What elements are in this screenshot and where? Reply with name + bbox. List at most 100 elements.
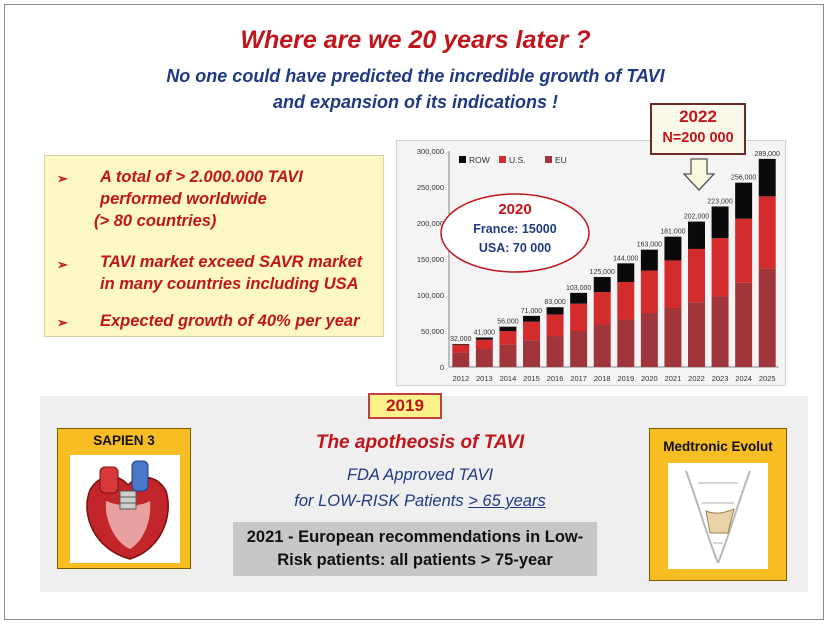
bar-total-label: 41,000	[474, 329, 496, 336]
tag-2019: 2019	[368, 393, 442, 419]
euro-line-1: 2021 - European recommendations in Low-	[246, 528, 584, 546]
bar-segment-eu	[758, 268, 776, 367]
y-tick-label: 100,000	[417, 291, 444, 300]
x-tick-label: 2017	[570, 374, 587, 383]
legend-swatch	[499, 156, 506, 163]
bar-total-label: 202,000	[684, 214, 709, 221]
bar-total-label: 163,000	[637, 242, 662, 249]
y-tick-label: 150,000	[417, 255, 444, 264]
y-tick-label: 250,000	[417, 183, 444, 192]
european-recommendations-box: 2021 - European recommendations in Low- …	[233, 522, 597, 576]
bar-segment-eu	[711, 296, 729, 367]
bar-total-label: 125,000	[590, 269, 615, 276]
bar-segment-row	[617, 263, 635, 283]
subtitle-line-1: No one could have predicted the incredib…	[166, 66, 665, 86]
bar-segment-eu	[640, 313, 658, 367]
legend-label: ROW	[469, 155, 490, 165]
bar-total-label: 181,000	[660, 229, 685, 236]
oval-2020-year: 2020	[498, 201, 531, 218]
evolut-valve-illustration	[668, 463, 768, 569]
bar-segment-eu	[546, 336, 564, 367]
bullet-arrow-icon: ➢	[57, 171, 68, 186]
bar-segment-eu	[593, 324, 611, 367]
bar-segment-eu	[570, 331, 588, 367]
bullet-2-line-1: TAVI market exceed SAVR market	[100, 253, 363, 271]
bar-segment-us	[546, 314, 564, 337]
bar-segment-row	[688, 221, 705, 249]
callout-2022-value: N=200 000	[662, 130, 734, 146]
bullet-3-line-1: Expected growth of 40% per year	[100, 312, 360, 330]
x-tick-label: 2012	[452, 374, 469, 383]
legend-swatch	[545, 156, 552, 163]
bar-segment-eu	[475, 349, 493, 367]
bar-total-label: 144,000	[613, 255, 638, 262]
apotheosis-heading: The apotheosis of TAVI	[315, 432, 525, 453]
bar-segment-us	[523, 321, 540, 341]
y-tick-label: 50,000	[421, 327, 444, 336]
bar-segment-us	[688, 248, 705, 303]
x-tick-label: 2015	[523, 374, 540, 383]
medtronic-evolut-label: Medtronic Evolut	[663, 439, 773, 454]
bar-segment-row	[640, 249, 658, 271]
medtronic-evolut-card: Medtronic Evolut	[649, 428, 787, 581]
bar-segment-us	[711, 238, 729, 297]
y-tick-label: 0	[440, 363, 444, 372]
bullet-1-line-1: A total of > 2.000.000 TAVI	[100, 168, 303, 186]
bar-total-label: 56,000	[497, 319, 519, 326]
oval-2020-usa: USA: 70 000	[479, 241, 551, 255]
bullet-2-line-2: in many countries including USA	[100, 275, 359, 293]
callout-2022-year: 2022	[679, 107, 717, 126]
sapien-3-card: SAPIEN 3	[57, 428, 191, 569]
bar-segment-us	[640, 270, 658, 313]
slide-title: Where are we 20 years later ?	[240, 26, 591, 54]
bar-segment-us	[475, 339, 493, 349]
x-tick-label: 2020	[641, 374, 658, 383]
bar-segment-row	[593, 277, 611, 293]
bullet-arrow-icon: ➢	[57, 257, 68, 272]
bar-segment-row	[546, 307, 564, 315]
bar-segment-us	[593, 292, 611, 325]
bar-total-label: 256,000	[731, 175, 756, 182]
bar-segment-row	[570, 292, 588, 304]
y-tick-label: 200,000	[417, 219, 444, 228]
x-tick-label: 2025	[759, 374, 776, 383]
bar-segment-us	[617, 282, 635, 320]
oval-2020-france: France: 15000	[473, 222, 556, 236]
bar-segment-us	[735, 218, 753, 283]
bar-segment-us	[452, 344, 470, 353]
bullet-1-line-3: (> 80 countries)	[94, 212, 217, 230]
bullet-1-line-2: performed worldwide	[100, 190, 267, 208]
y-tick-label: 300,000	[417, 147, 444, 156]
chart-panel: 0 50,000 100,000 150,000 200,000 250,000 300,0…	[396, 140, 786, 386]
tavi-growth-chart: 0 50,000 100,000 150,000 200,000 250,000 300,0…	[417, 147, 780, 383]
sapien-3-label: SAPIEN 3	[93, 433, 155, 448]
bar-segment-eu	[617, 319, 635, 367]
heart-valve-illustration	[70, 455, 180, 563]
bar-segment-row	[499, 326, 517, 331]
bar-segment-eu	[523, 340, 540, 367]
x-tick-label: 2016	[547, 374, 564, 383]
legend-label: U.S.	[509, 155, 526, 165]
bar-segment-us	[758, 196, 776, 269]
bar-segment-row	[711, 206, 729, 239]
bar-segment-row	[664, 236, 682, 261]
x-tick-label: 2023	[712, 374, 729, 383]
subtitle-line-2: and expansion of its indications !	[272, 92, 559, 112]
bar-segment-eu	[688, 302, 705, 367]
oval-2020	[440, 193, 590, 273]
euro-line-2: Risk patients: all patients > 75-year	[277, 551, 553, 569]
slide-frame	[4, 4, 824, 620]
bar-segment-row	[523, 315, 540, 322]
bar-segment-us	[664, 260, 682, 308]
legend-swatch	[459, 156, 466, 163]
bar-segment-row	[735, 182, 753, 219]
bar-segment-eu	[735, 282, 753, 367]
bar-segment-eu	[664, 307, 682, 367]
bar-total-label: 71,000	[521, 308, 543, 315]
x-tick-label: 2024	[735, 374, 752, 383]
bar-segment-us	[499, 331, 517, 345]
bar-segment-eu	[499, 344, 517, 367]
bar-total-label: 223,000	[707, 198, 732, 205]
down-arrow-icon	[682, 158, 716, 191]
bar-total-label: 32,000	[450, 336, 472, 343]
